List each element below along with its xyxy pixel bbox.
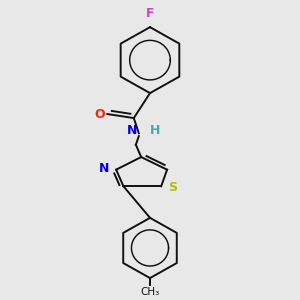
- Text: CH₃: CH₃: [140, 287, 160, 297]
- Text: N: N: [99, 162, 110, 175]
- Text: F: F: [146, 7, 154, 20]
- Text: O: O: [94, 107, 105, 121]
- Text: H: H: [150, 124, 160, 137]
- Text: N: N: [127, 124, 137, 137]
- Text: S: S: [169, 181, 178, 194]
